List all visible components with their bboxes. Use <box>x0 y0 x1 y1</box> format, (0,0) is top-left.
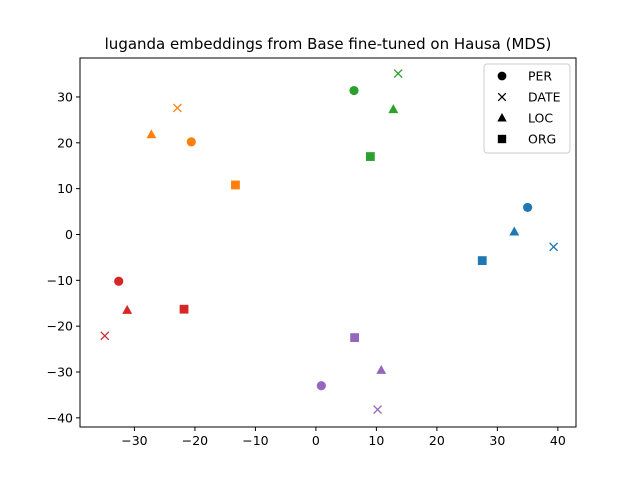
data-point-orange-triangle <box>146 129 157 139</box>
x-tick-label: 40 <box>550 433 566 448</box>
y-tick-label: −10 <box>47 273 73 288</box>
y-tick-label: −40 <box>47 410 73 425</box>
data-point-red-circle <box>114 276 124 286</box>
data-point-orange-x <box>172 103 182 113</box>
data-points <box>100 69 559 415</box>
data-point-purple-x <box>373 405 383 415</box>
legend-label: DATE <box>528 90 561 105</box>
x-tick-label: 10 <box>368 433 384 448</box>
x-tick-label: 0 <box>312 433 320 448</box>
legend-label: LOC <box>528 111 553 126</box>
data-point-red-square <box>179 304 189 314</box>
data-point-purple-triangle <box>376 364 387 374</box>
y-tick-label: 10 <box>57 181 73 196</box>
y-tick-label: 0 <box>65 227 73 242</box>
legend: PER DATE LOC ORG <box>483 63 571 154</box>
legend-label: ORG <box>528 132 556 147</box>
chart-title: luganda embeddings from Base fine-tuned … <box>105 35 552 53</box>
legend-label: PER <box>528 69 552 84</box>
x-tick-label: −30 <box>121 433 147 448</box>
data-point-red-x <box>100 331 110 341</box>
data-point-blue-square <box>477 256 487 266</box>
y-tick-label: 30 <box>57 89 73 104</box>
data-point-blue-circle <box>523 202 533 213</box>
legend-marker-triangle <box>497 113 507 122</box>
legend-box <box>483 63 571 154</box>
x-tick-label: −20 <box>182 433 208 448</box>
data-point-green-triangle <box>388 104 399 114</box>
legend-marker-square <box>497 134 507 144</box>
data-point-blue-triangle <box>509 226 520 236</box>
data-point-green-circle <box>349 85 359 96</box>
y-tick-label: 20 <box>57 135 73 150</box>
legend-marker-circle <box>497 71 507 81</box>
plot-frame <box>79 57 577 428</box>
axis-ticks: −30 −20 −10 0 10 20 30 40 −40 −30 −20 −10 0 10 20 30 <box>47 89 566 448</box>
x-tick-label: 20 <box>429 433 445 448</box>
data-point-green-x <box>393 69 403 79</box>
data-point-purple-circle <box>316 381 326 391</box>
data-point-red-triangle <box>122 304 133 314</box>
y-tick-label: −30 <box>47 364 73 379</box>
x-tick-label: −10 <box>242 433 268 448</box>
data-point-purple-square <box>350 333 360 343</box>
y-tick-label: −20 <box>47 319 73 334</box>
data-point-orange-circle <box>186 137 196 147</box>
data-point-blue-x <box>549 242 559 252</box>
x-tick-label: 30 <box>489 433 505 448</box>
legend-marker-x <box>497 92 507 102</box>
data-point-green-square <box>365 152 375 161</box>
data-point-orange-square <box>231 180 240 190</box>
